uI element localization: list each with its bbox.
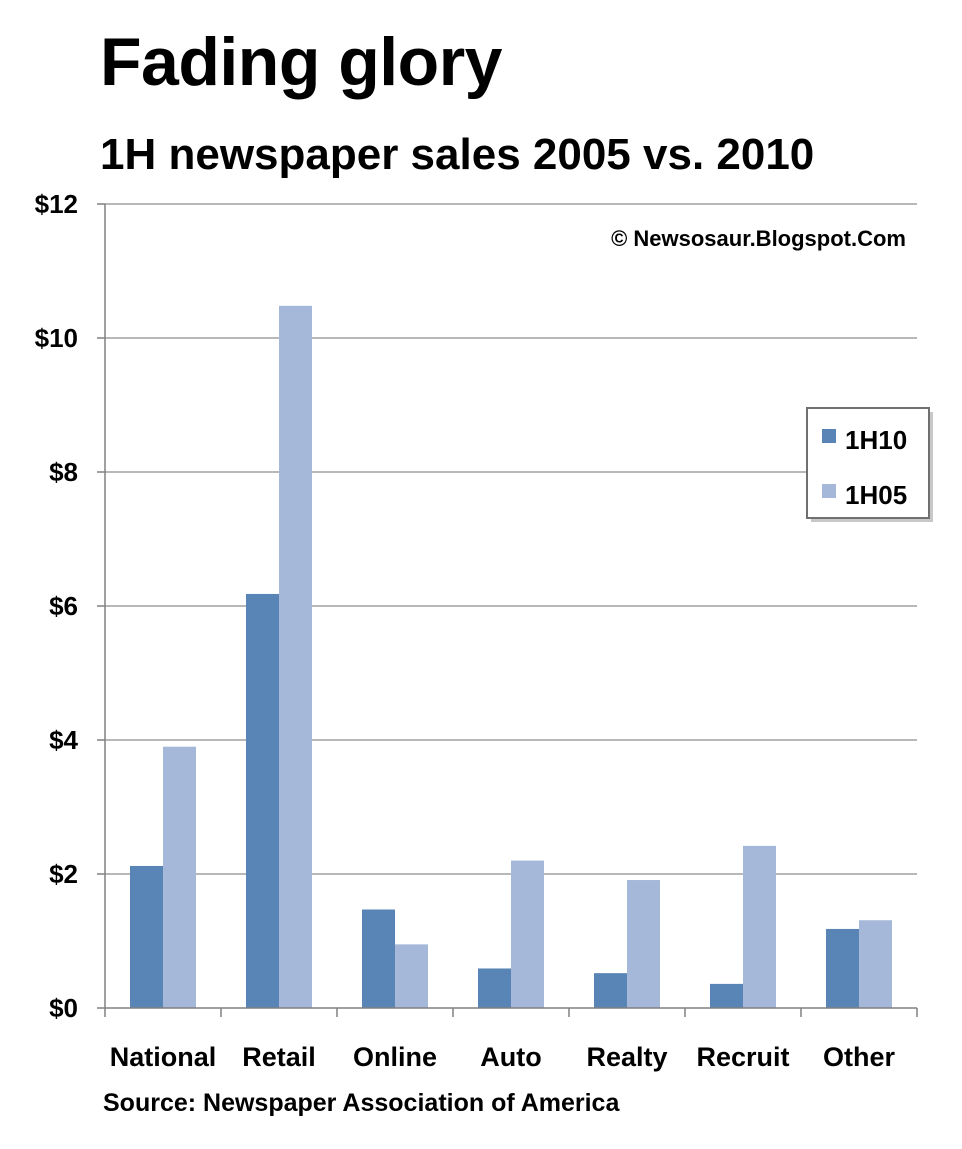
legend: 1H10 1H05 [806,407,933,522]
bar-1h10-other [826,928,859,1008]
bar-1h10-retail [246,593,279,1008]
bar-1h05-retail [279,305,312,1009]
chart-title: Fading glory [100,24,503,100]
category-labels: National Retail Online Auto Realty Recruit Oth… [110,1042,896,1072]
bar-1h10-realty [594,973,627,1008]
gridlines [105,203,917,875]
bar-1h05-other [859,920,892,1008]
bar-1h05-national [163,746,196,1008]
bar-1h05-auto [511,860,544,1008]
category-label: Realty [586,1042,667,1072]
bar-1h10-recruit [710,983,743,1008]
bar-1h10-national [130,865,163,1008]
category-label: Recruit [696,1042,789,1072]
chart-subtitle: 1H newspaper sales 2005 vs. 2010 [100,130,815,179]
bars [130,305,892,1009]
copyright-note: © Newsosaur.Blogspot.Com [611,226,906,251]
y-tick-labels: $0 $2 $4 $6 $8 $10 $12 [35,189,79,1023]
legend-box [806,407,930,519]
legend-swatch-1h05 [822,484,836,498]
y-tick-label: $8 [49,457,78,487]
y-tick-label: $0 [49,993,78,1023]
category-label: Online [353,1042,437,1072]
y-tick-label: $12 [35,189,78,219]
legend-label-1h05: 1H05 [845,480,907,510]
y-tick-label: $2 [49,859,78,889]
bar-1h05-realty [627,880,660,1008]
category-label: Other [823,1042,896,1072]
source-note: Source: Newspaper Association of America [103,1089,620,1117]
category-label: Auto [480,1042,541,1072]
legend-swatch-1h10 [822,429,836,443]
bar-1h05-recruit [743,845,776,1008]
category-label: National [110,1042,217,1072]
axes [97,203,918,1017]
bar-1h10-online [362,909,395,1008]
legend-label-1h10: 1H10 [845,425,907,455]
category-label: Retail [242,1042,316,1072]
y-tick-label: $4 [49,725,78,755]
bar-1h05-online [395,944,428,1008]
bar-1h10-auto [478,968,511,1008]
y-tick-label: $10 [35,323,78,353]
y-tick-label: $6 [49,591,78,621]
